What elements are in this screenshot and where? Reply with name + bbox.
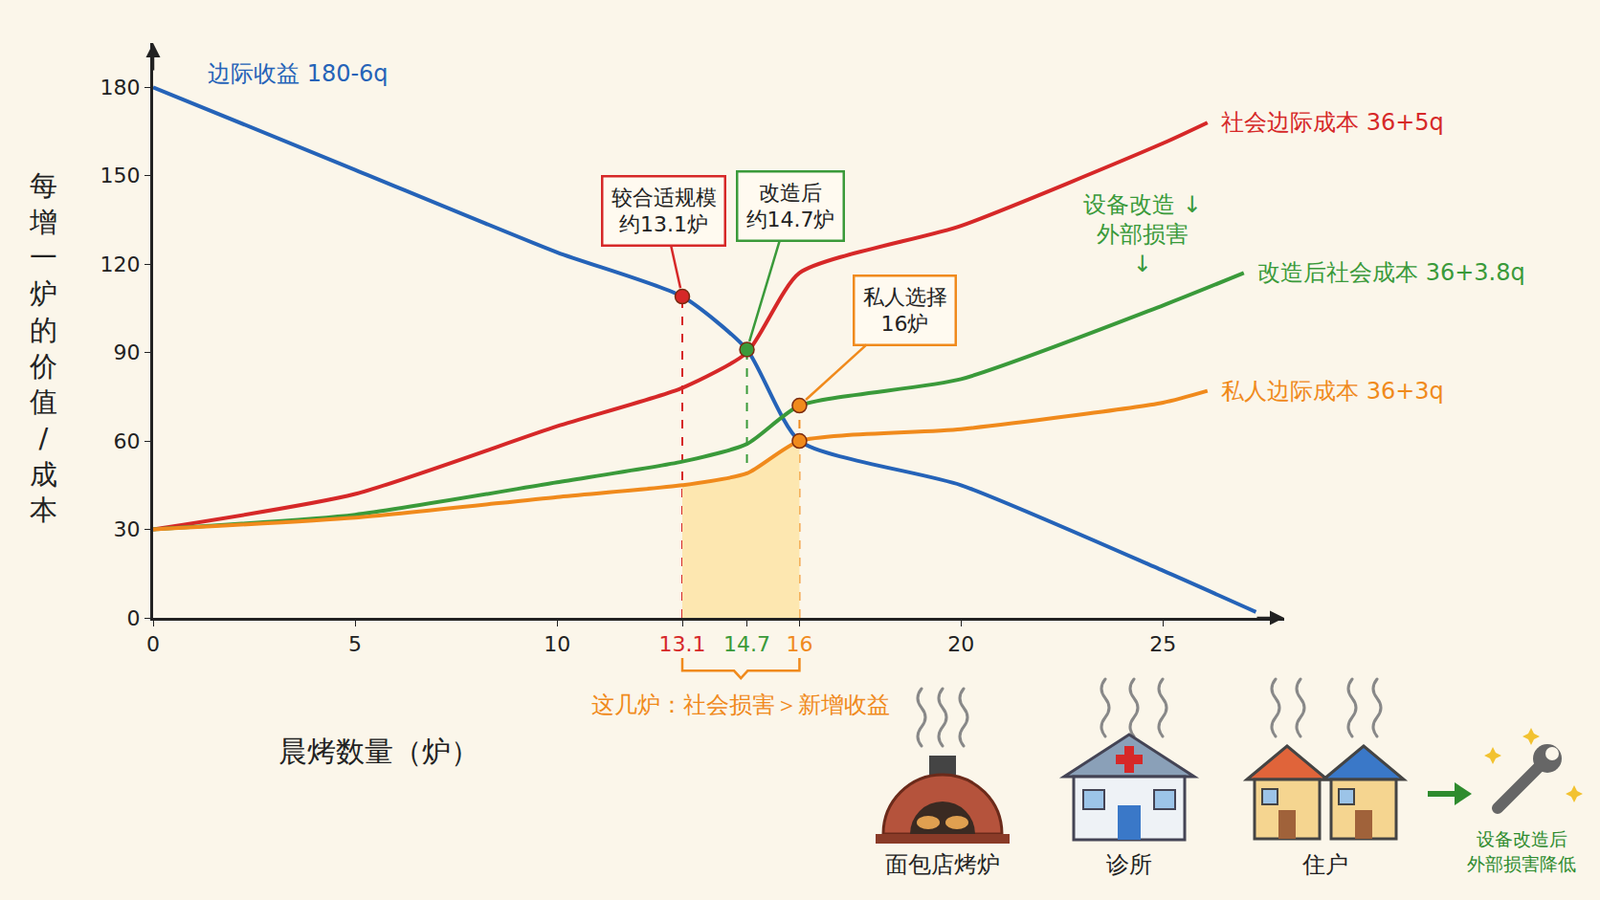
svg-text:边际收益 180-6q: 边际收益 180-6q bbox=[207, 60, 389, 88]
svg-text:150: 150 bbox=[100, 163, 141, 188]
svg-text:晨烤数量（炉）: 晨烤数量（炉） bbox=[278, 734, 480, 769]
svg-text:外部损害降低: 外部损害降低 bbox=[1466, 853, 1577, 875]
svg-text:面包店烤炉: 面包店烤炉 bbox=[885, 851, 1000, 879]
svg-text:90: 90 bbox=[113, 340, 141, 365]
svg-text:设备改造后: 设备改造后 bbox=[1476, 828, 1568, 850]
svg-text:16: 16 bbox=[785, 632, 813, 657]
svg-text:20: 20 bbox=[947, 632, 975, 657]
svg-text:这几炉：社会损害＞新增收益: 这几炉：社会损害＞新增收益 bbox=[591, 691, 890, 719]
svg-text:每增一炉的价值/成本: 每增一炉的价值/成本 bbox=[28, 169, 58, 527]
svg-text:30: 30 bbox=[113, 517, 141, 542]
svg-text:0: 0 bbox=[146, 632, 160, 657]
svg-text:180: 180 bbox=[100, 75, 141, 100]
svg-text:0: 0 bbox=[127, 606, 141, 631]
svg-text:120: 120 bbox=[100, 252, 141, 277]
svg-text:60: 60 bbox=[113, 429, 141, 454]
svg-text:住户: 住户 bbox=[1301, 851, 1349, 879]
svg-text:改造后约14.7炉: 改造后约14.7炉 bbox=[746, 180, 836, 233]
svg-text:私人选择16炉: 私人选择16炉 bbox=[863, 285, 948, 337]
svg-text:诊所: 诊所 bbox=[1106, 851, 1153, 879]
svg-text:14.7: 14.7 bbox=[723, 632, 771, 657]
svg-text:10: 10 bbox=[543, 632, 571, 657]
svg-text:社会边际成本 36+5q: 社会边际成本 36+5q bbox=[1221, 109, 1445, 136]
svg-text:设备改造 ↓外部损害↓: 设备改造 ↓外部损害↓ bbox=[1083, 191, 1202, 278]
svg-text:改造后社会成本 36+3.8q: 改造后社会成本 36+3.8q bbox=[1257, 259, 1526, 287]
svg-text:较合适规模约13.1炉: 较合适规模约13.1炉 bbox=[611, 185, 717, 238]
svg-text:25: 25 bbox=[1149, 632, 1177, 657]
svg-text:5: 5 bbox=[348, 632, 362, 657]
svg-text:13.1: 13.1 bbox=[659, 632, 707, 657]
svg-text:私人边际成本 36+3q: 私人边际成本 36+3q bbox=[1221, 377, 1445, 405]
